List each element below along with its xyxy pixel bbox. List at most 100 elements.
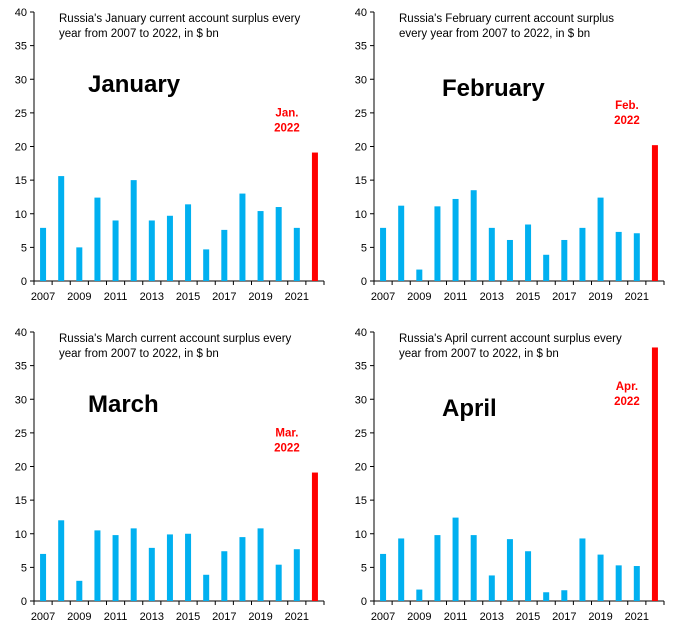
y-tick-label: 25 xyxy=(355,108,367,120)
y-tick-label: 0 xyxy=(21,596,27,608)
x-tick-label: 2019 xyxy=(248,291,272,303)
bar xyxy=(76,580,83,601)
january-chart: 0 5 10 15 20 25 30 35 40 2007 2009 2011 2013 2015 2017… xyxy=(15,7,325,303)
bar xyxy=(275,207,282,281)
bar xyxy=(76,247,83,281)
bar xyxy=(398,538,405,601)
chart-subtitle-line: year from 2007 to 2022, in $ bn xyxy=(59,348,219,360)
bar xyxy=(434,206,441,281)
x-tick-label: 2017 xyxy=(212,611,236,623)
bar xyxy=(543,254,550,281)
bar xyxy=(221,551,228,601)
y-tick-label: 20 xyxy=(355,462,367,474)
y-tick-label: 15 xyxy=(355,175,367,187)
x-tick-label: 2009 xyxy=(407,291,431,303)
x-tick-label: 2015 xyxy=(176,611,200,623)
bar xyxy=(416,269,423,281)
chart-subtitle-line: Russia's January current account surplus… xyxy=(59,13,300,25)
y-tick-label: 35 xyxy=(15,361,27,373)
x-tick-label: 2007 xyxy=(371,611,395,623)
bar xyxy=(543,592,550,601)
highlight-annotation-line: 2022 xyxy=(274,123,300,135)
march-chart: 0 5 10 15 20 25 30 35 40 2007 2009 2011 2013 2015 2017… xyxy=(15,327,325,623)
highlight-annotation-line: 2022 xyxy=(614,396,640,408)
x-tick-label: 2019 xyxy=(588,611,612,623)
x-tick-label: 2017 xyxy=(212,291,236,303)
bar xyxy=(561,239,568,281)
x-tick-label: 2013 xyxy=(140,611,164,623)
bar xyxy=(58,176,65,281)
y-tick-label: 5 xyxy=(21,242,27,254)
bar xyxy=(597,554,604,601)
y-tick-label: 10 xyxy=(15,529,27,541)
bar xyxy=(112,535,119,601)
y-tick-label: 10 xyxy=(355,529,367,541)
bar xyxy=(166,534,173,601)
bar xyxy=(561,590,568,601)
bar xyxy=(166,215,173,281)
bar xyxy=(275,564,282,601)
bar xyxy=(633,566,640,601)
bar xyxy=(40,227,47,281)
bar xyxy=(452,198,459,281)
y-tick-label: 40 xyxy=(355,7,367,19)
y-tick-label: 40 xyxy=(355,327,367,339)
y-tick-label: 15 xyxy=(15,175,27,187)
chart-subtitle-line: Russia's April current account surplus e… xyxy=(399,333,622,345)
bar xyxy=(380,553,387,601)
chart-subtitle-line: year from 2007 to 2022, in $ bn xyxy=(59,28,219,40)
highlight-bar xyxy=(651,145,658,281)
bar xyxy=(579,538,586,601)
highlight-annotation-line: Mar. xyxy=(275,428,298,440)
bar xyxy=(185,204,192,281)
y-tick-label: 30 xyxy=(355,74,367,86)
chart-subtitle-line: Russia's February current account surplu… xyxy=(399,13,614,25)
bar xyxy=(597,197,604,281)
x-tick-label: 2021 xyxy=(625,291,649,303)
bar xyxy=(506,539,513,601)
bar xyxy=(525,551,532,601)
month-label: January xyxy=(88,71,181,98)
highlight-bar xyxy=(311,152,318,281)
x-tick-label: 2007 xyxy=(371,291,395,303)
x-tick-label: 2013 xyxy=(480,611,504,623)
bar xyxy=(130,528,137,601)
chart-subtitle-line: year from 2007 to 2022, in $ bn xyxy=(399,348,559,360)
bar xyxy=(525,224,532,281)
y-tick-label: 0 xyxy=(361,276,367,288)
bar xyxy=(452,517,459,601)
bar xyxy=(203,574,210,601)
y-tick-label: 0 xyxy=(361,596,367,608)
chart-subtitle-line: every year from 2007 to 2022, in $ bn xyxy=(399,28,590,40)
bar xyxy=(94,530,101,601)
x-tick-label: 2019 xyxy=(248,611,272,623)
y-tick-label: 10 xyxy=(355,209,367,221)
y-tick-label: 25 xyxy=(15,108,27,120)
bar xyxy=(470,535,477,601)
bar xyxy=(203,249,210,281)
y-tick-label: 15 xyxy=(355,495,367,507)
y-tick-label: 25 xyxy=(15,428,27,440)
bar xyxy=(112,220,119,281)
bar xyxy=(434,535,441,601)
highlight-annotation-line: Apr. xyxy=(616,381,638,393)
highlight-annotation-line: Jan. xyxy=(275,108,298,120)
y-tick-label: 5 xyxy=(21,562,27,574)
bar xyxy=(239,537,246,601)
bar xyxy=(257,211,264,281)
x-tick-label: 2015 xyxy=(176,291,200,303)
x-tick-label: 2011 xyxy=(444,611,468,623)
x-tick-label: 2007 xyxy=(31,291,55,303)
month-label: April xyxy=(442,395,497,422)
y-tick-label: 35 xyxy=(355,361,367,373)
x-tick-label: 2015 xyxy=(516,611,540,623)
bar xyxy=(94,197,101,281)
highlight-bar xyxy=(651,347,658,601)
y-tick-label: 10 xyxy=(15,209,27,221)
y-tick-label: 30 xyxy=(355,394,367,406)
y-tick-label: 5 xyxy=(361,562,367,574)
y-tick-label: 15 xyxy=(15,495,27,507)
bar xyxy=(615,231,622,281)
x-tick-label: 2009 xyxy=(407,611,431,623)
x-tick-label: 2009 xyxy=(67,291,91,303)
